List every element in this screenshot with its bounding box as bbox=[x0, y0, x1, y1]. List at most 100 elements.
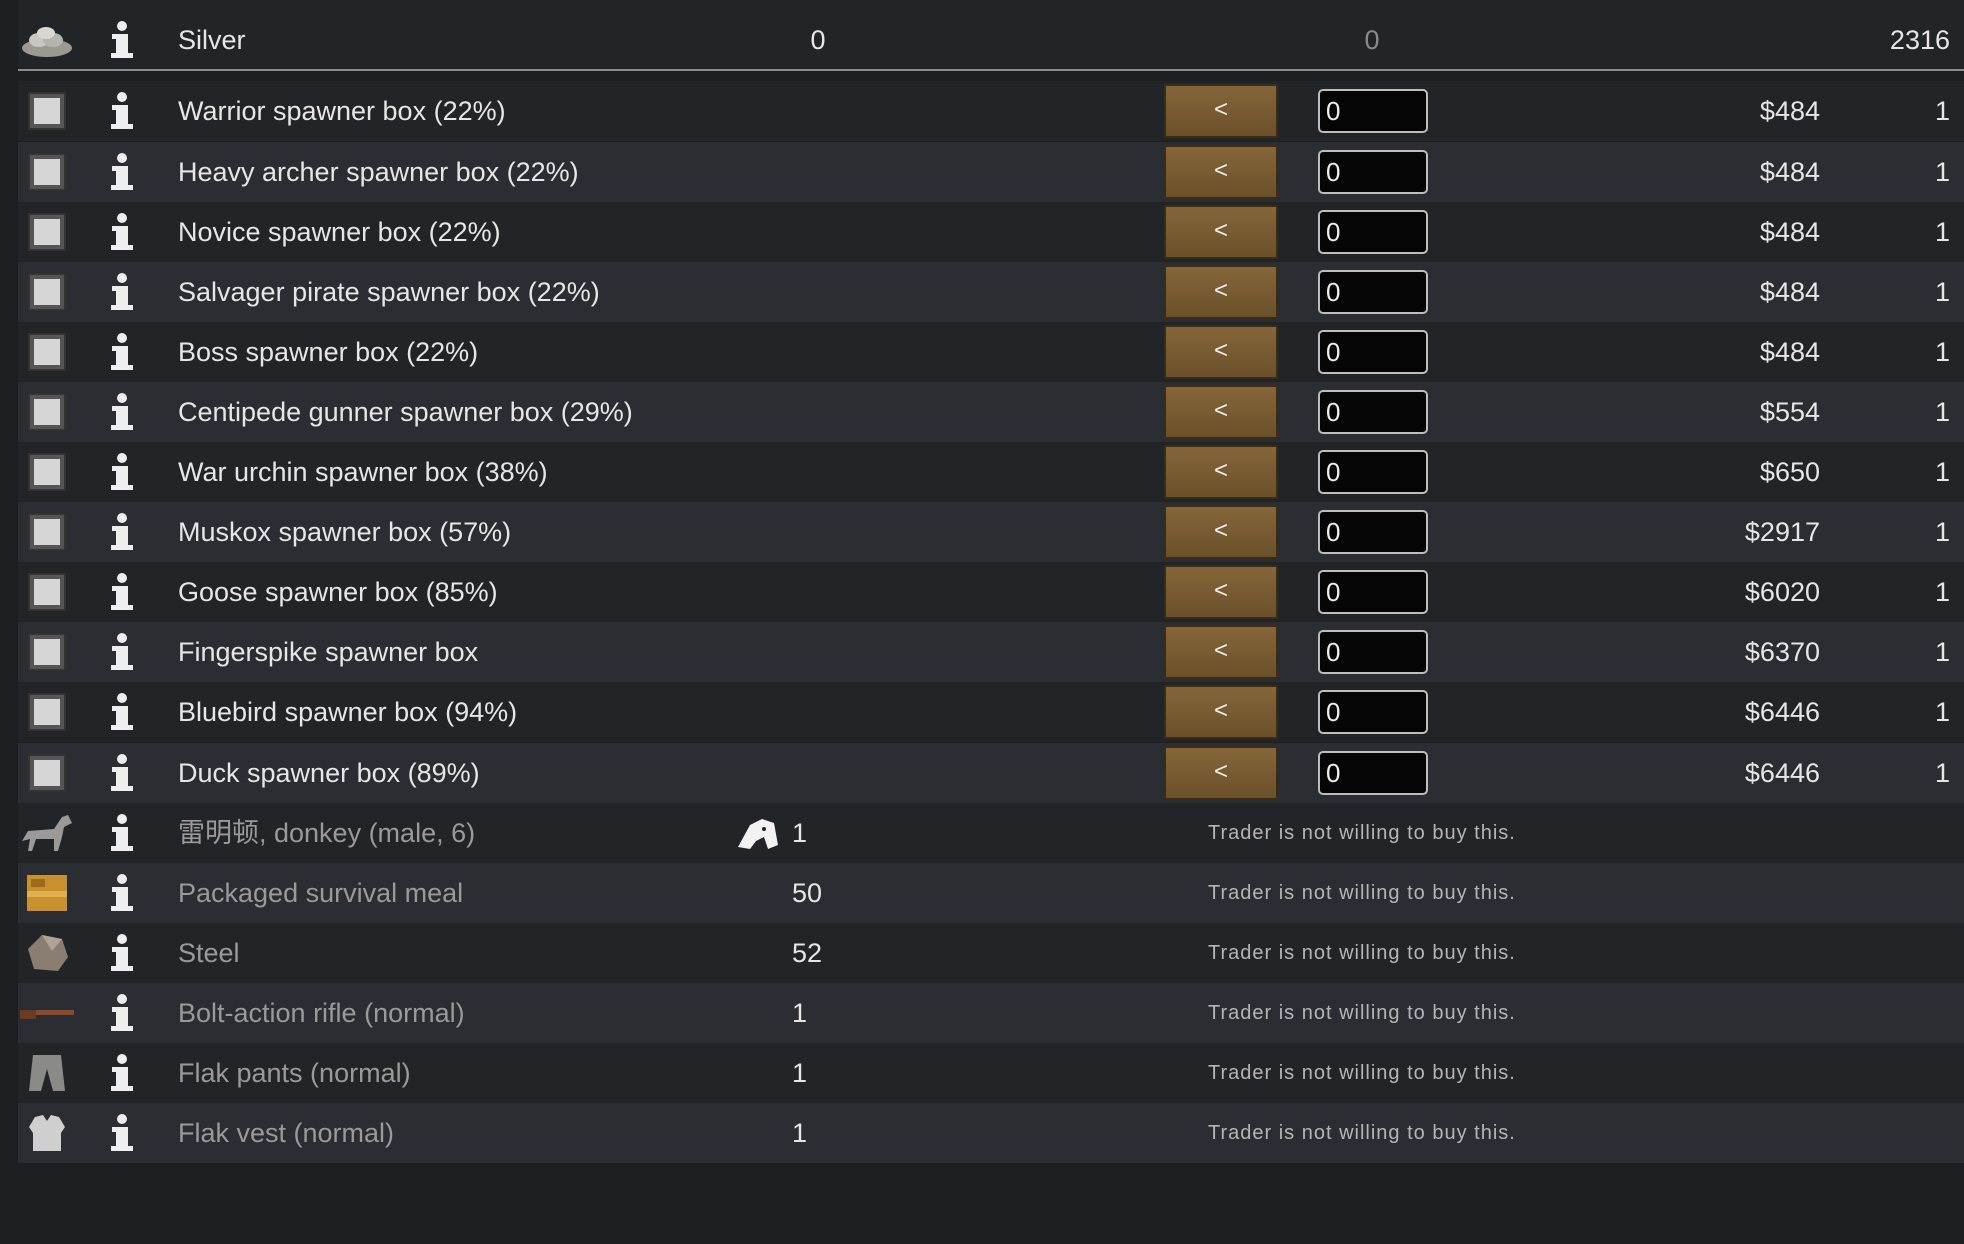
info-icon[interactable] bbox=[107, 933, 137, 973]
item-name: Flak vest (normal) bbox=[178, 1118, 395, 1149]
transfer-button[interactable]: < bbox=[1164, 685, 1278, 740]
item-name: Duck spawner box (89%) bbox=[178, 757, 480, 788]
item-name: Boss spawner box (22%) bbox=[178, 336, 479, 367]
amount-input[interactable]: 0 bbox=[1318, 690, 1428, 735]
item-row: Flak pants (normal) 1 Trader is not willin… bbox=[18, 1043, 1964, 1103]
price: $2917 bbox=[1744, 517, 1820, 548]
item-name: Steel bbox=[178, 937, 240, 968]
amount-input[interactable]: 0 bbox=[1318, 450, 1428, 494]
item-icon bbox=[18, 210, 76, 254]
item-row: Muskox spawner box (57%) <0 $2917 1 bbox=[18, 502, 1964, 563]
item-row: Fingerspike spawner box <0 $6370 1 bbox=[18, 622, 1964, 683]
info-icon[interactable] bbox=[107, 392, 137, 432]
price: $650 bbox=[1759, 457, 1820, 487]
price: $484 bbox=[1759, 156, 1820, 187]
amount-input[interactable]: 0 bbox=[1318, 89, 1428, 134]
item-row: War urchin spawner box (38%) <0 $650 1 bbox=[18, 442, 1964, 502]
item-icon bbox=[18, 1111, 76, 1155]
trader-count: 1 bbox=[1934, 697, 1950, 728]
info-icon[interactable] bbox=[107, 873, 137, 913]
item-name: Heavy archer spawner box (22%) bbox=[178, 156, 579, 187]
animal-icon bbox=[734, 815, 780, 851]
amount-input[interactable]: 0 bbox=[1318, 750, 1428, 795]
info-icon[interactable] bbox=[107, 272, 137, 312]
price: $6446 bbox=[1744, 757, 1820, 788]
info-icon[interactable] bbox=[107, 1113, 137, 1153]
item-row: Steel 52 Trader is not willing to buy this… bbox=[18, 922, 1964, 983]
item-row: 雷明顿, donkey (male, 6) 1 Trader is not will… bbox=[18, 802, 1964, 863]
transfer-button[interactable]: < bbox=[1164, 565, 1278, 620]
transfer-button[interactable]: < bbox=[1164, 204, 1278, 259]
price: $484 bbox=[1759, 336, 1820, 367]
item-row: Flak vest (normal) 1 Trader is not willing… bbox=[18, 1103, 1964, 1164]
item-name: Novice spawner box (22%) bbox=[178, 216, 501, 247]
amount-input[interactable]: 0 bbox=[1318, 329, 1428, 374]
info-icon[interactable] bbox=[107, 813, 137, 853]
amount-input[interactable]: 0 bbox=[1318, 510, 1428, 555]
item-icon bbox=[18, 570, 76, 614]
trader-count: 1 bbox=[1934, 276, 1950, 307]
colony-count: 1 bbox=[792, 1118, 808, 1149]
transfer-button[interactable]: < bbox=[1164, 505, 1278, 560]
trader-count: 1 bbox=[1934, 96, 1950, 127]
info-icon[interactable] bbox=[107, 452, 137, 492]
item-row: Goose spawner box (85%) <0 $6020 1 bbox=[18, 562, 1964, 623]
transfer-button[interactable]: < bbox=[1164, 745, 1278, 800]
item-icon bbox=[18, 18, 76, 62]
item-icon bbox=[18, 931, 76, 975]
item-name: Bluebird spawner box (94%) bbox=[178, 697, 518, 728]
item-name: Bolt-action rifle (normal) bbox=[178, 997, 465, 1028]
trader-count: 1 bbox=[1934, 457, 1950, 487]
item-icon bbox=[18, 330, 76, 374]
amount-input[interactable]: 0 bbox=[1318, 149, 1428, 194]
info-icon[interactable] bbox=[107, 512, 137, 552]
transfer-button[interactable]: < bbox=[1164, 84, 1278, 139]
amount-input[interactable]: 0 bbox=[1318, 630, 1428, 675]
info-icon[interactable] bbox=[107, 692, 137, 732]
item-row: Salvager pirate spawner box (22%) <0 $484 1 bbox=[18, 261, 1964, 322]
transfer-button[interactable]: < bbox=[1164, 144, 1278, 199]
not-willing-note: Trader is not willing to buy this. bbox=[1208, 1122, 1516, 1145]
price: $484 bbox=[1759, 216, 1820, 247]
info-icon[interactable] bbox=[107, 152, 137, 192]
colony-count: 0 bbox=[810, 25, 826, 55]
amount-input[interactable]: 0 bbox=[1318, 269, 1428, 314]
trader-count: 1 bbox=[1934, 637, 1950, 668]
item-icon bbox=[18, 150, 76, 194]
price: $6446 bbox=[1744, 697, 1820, 728]
item-name: Packaged survival meal bbox=[178, 877, 464, 908]
item-icon bbox=[18, 811, 76, 855]
amount-input[interactable]: 0 bbox=[1318, 570, 1428, 615]
price: $554 bbox=[1759, 396, 1820, 427]
info-icon[interactable] bbox=[107, 1053, 137, 1093]
separator bbox=[18, 69, 1964, 71]
item-icon bbox=[18, 450, 76, 494]
transfer-button[interactable]: < bbox=[1164, 625, 1278, 680]
info-icon[interactable] bbox=[107, 91, 137, 131]
info-icon[interactable] bbox=[107, 332, 137, 372]
trader-count: 1 bbox=[1934, 336, 1950, 367]
transfer-button[interactable]: < bbox=[1164, 264, 1278, 319]
item-icon bbox=[18, 751, 76, 795]
info-icon[interactable] bbox=[107, 993, 137, 1033]
info-icon[interactable] bbox=[107, 20, 137, 60]
info-icon[interactable] bbox=[107, 632, 137, 672]
transfer-button[interactable]: < bbox=[1164, 324, 1278, 379]
item-name: Centipede gunner spawner box (29%) bbox=[178, 396, 633, 427]
item-row: Packaged survival meal 50 Trader is not wi… bbox=[18, 862, 1964, 923]
amount-input[interactable]: 0 bbox=[1318, 209, 1428, 254]
info-icon[interactable] bbox=[107, 753, 137, 793]
colony-count: 1 bbox=[792, 817, 808, 848]
item-row: Warrior spawner box (22%) <0 $484 1 bbox=[18, 81, 1964, 142]
info-icon[interactable] bbox=[107, 212, 137, 252]
trader-count: 1 bbox=[1934, 517, 1950, 548]
item-row: Duck spawner box (89%) <0 $6446 1 bbox=[18, 742, 1964, 803]
transfer-button[interactable]: < bbox=[1164, 445, 1278, 499]
silver-row: Silver 0 0 2316 bbox=[18, 10, 1964, 70]
info-icon[interactable] bbox=[107, 572, 137, 612]
item-name: Goose spawner box (85%) bbox=[178, 577, 498, 608]
not-willing-note: Trader is not willing to buy this. bbox=[1208, 881, 1516, 904]
amount-input[interactable]: 0 bbox=[1318, 389, 1428, 434]
transfer-button[interactable]: < bbox=[1164, 384, 1278, 439]
